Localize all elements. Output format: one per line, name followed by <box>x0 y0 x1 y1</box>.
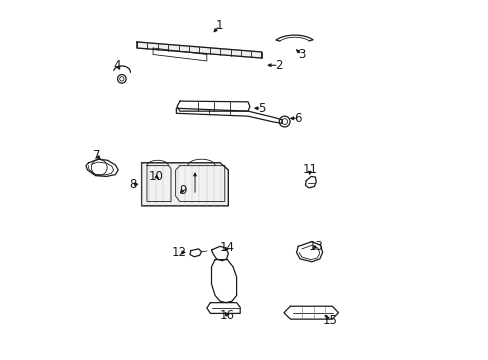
Text: 14: 14 <box>220 241 235 254</box>
Text: 6: 6 <box>294 112 302 125</box>
Text: 12: 12 <box>171 246 186 259</box>
Text: 10: 10 <box>148 170 163 183</box>
Polygon shape <box>142 163 228 206</box>
Text: 16: 16 <box>219 309 234 322</box>
Text: 4: 4 <box>113 59 121 72</box>
Polygon shape <box>137 42 261 58</box>
Text: 15: 15 <box>322 314 337 327</box>
Text: 1: 1 <box>215 19 223 32</box>
Text: 3: 3 <box>298 48 305 61</box>
Text: 7: 7 <box>93 149 101 162</box>
Text: 11: 11 <box>302 163 317 176</box>
Text: 5: 5 <box>258 102 265 115</box>
Text: 9: 9 <box>179 184 186 197</box>
Text: 13: 13 <box>308 240 323 253</box>
Text: 8: 8 <box>129 178 136 191</box>
Text: 2: 2 <box>274 59 282 72</box>
